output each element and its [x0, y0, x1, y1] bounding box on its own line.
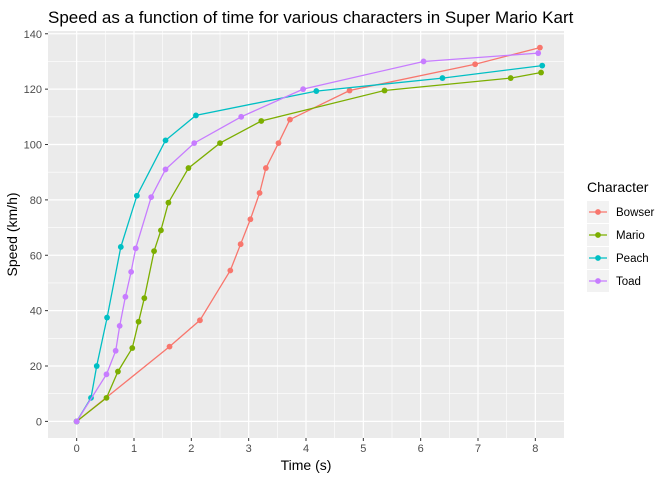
data-point [537, 44, 543, 51]
y-tick-label: 60 [30, 250, 42, 262]
legend-key-point [595, 255, 601, 261]
data-point [117, 244, 124, 250]
legend-item-toad: Toad [587, 270, 641, 292]
legend-item-mario: Mario [587, 224, 645, 246]
series-layer [73, 44, 546, 425]
series-bowser [73, 44, 543, 425]
data-point [256, 190, 263, 196]
legend-title: Character [587, 179, 649, 195]
data-point [115, 368, 121, 375]
data-point [162, 166, 169, 173]
data-point [103, 394, 110, 401]
data-point [132, 245, 139, 252]
data-point [112, 347, 119, 354]
legend-item-peach: Peach [587, 247, 649, 269]
series-toad [73, 50, 542, 425]
legend-item-bowser: Bowser [587, 201, 655, 223]
x-axis-title: Time (s) [281, 457, 332, 473]
y-axis-title: Speed (km/h) [4, 192, 20, 276]
legend-label: Toad [616, 276, 641, 288]
series-peach [73, 62, 546, 425]
data-point [129, 345, 136, 351]
x-axis: 0 1 2 3 4 5 6 7 8 [74, 438, 538, 455]
y-axis: 0 20 40 60 80 100 120 140 [24, 29, 48, 428]
data-point [104, 314, 110, 321]
data-point [313, 88, 320, 94]
data-point [472, 61, 479, 68]
data-point [128, 268, 135, 275]
data-point [287, 116, 293, 123]
data-point [258, 118, 265, 124]
legend-key-point [595, 209, 601, 215]
y-tick-label: 100 [24, 140, 42, 152]
data-point [238, 113, 245, 120]
data-point [535, 50, 542, 57]
x-tick-label: 5 [360, 443, 366, 455]
data-point [300, 86, 307, 93]
data-point [165, 199, 172, 206]
data-point [420, 58, 427, 65]
legend-key-point [595, 278, 601, 284]
legend-label: Mario [616, 230, 645, 242]
data-point [162, 137, 169, 144]
data-point [538, 69, 544, 76]
x-tick-label: 3 [246, 443, 252, 455]
legend-key-point [595, 232, 601, 238]
y-tick-label: 40 [30, 306, 42, 318]
y-tick-label: 120 [24, 84, 42, 96]
data-point [247, 216, 254, 223]
data-point [262, 165, 269, 171]
x-tick-label: 2 [188, 443, 194, 455]
data-point [116, 322, 123, 329]
data-point [197, 317, 203, 324]
x-tick-label: 4 [303, 443, 309, 455]
x-tick-label: 7 [475, 443, 481, 455]
data-point [185, 165, 192, 171]
data-point [217, 140, 223, 147]
data-point [193, 112, 199, 119]
data-point [346, 87, 353, 94]
series-line [76, 52, 539, 422]
x-tick-label: 6 [418, 443, 424, 455]
data-point [237, 241, 244, 248]
legend-label: Bowser [616, 207, 655, 219]
data-point [151, 248, 157, 255]
data-point [73, 418, 80, 425]
chart-title: Speed as a function of time for various … [48, 8, 574, 27]
data-point [275, 140, 282, 147]
data-point [148, 194, 155, 201]
data-point [122, 293, 129, 300]
y-tick-label: 80 [30, 195, 42, 207]
y-tick-label: 0 [36, 416, 42, 428]
data-point [135, 318, 142, 325]
data-point [381, 87, 388, 94]
data-point [141, 295, 148, 302]
data-point [158, 227, 164, 234]
y-tick-label: 140 [24, 29, 42, 41]
legend-label: Peach [616, 253, 649, 265]
data-point [93, 363, 100, 369]
data-point [227, 267, 234, 274]
data-point [191, 140, 198, 147]
x-tick-label: 8 [532, 443, 538, 455]
data-point [507, 75, 514, 81]
data-point [166, 343, 173, 350]
data-point [539, 62, 546, 69]
x-tick-label: 1 [131, 443, 137, 455]
y-tick-label: 20 [30, 361, 42, 373]
legend: Character Bowser Mario Peach Toad [587, 179, 655, 292]
data-point [103, 371, 110, 378]
data-point [133, 192, 140, 199]
x-tick-label: 0 [74, 443, 80, 455]
data-point [439, 75, 446, 81]
